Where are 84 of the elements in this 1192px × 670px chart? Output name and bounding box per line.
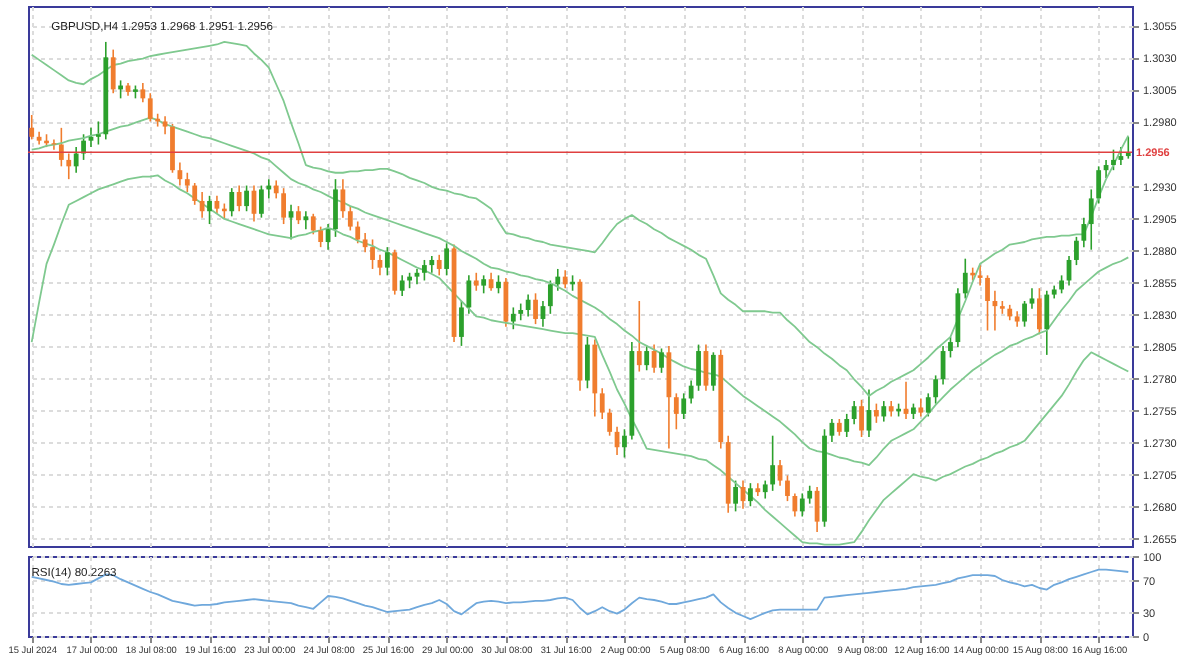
- candlestick: [659, 347, 664, 374]
- candlestick: [110, 48, 116, 95]
- candlestick: [236, 184, 242, 213]
- candlestick: [585, 336, 590, 390]
- candlestick: [73, 146, 79, 174]
- candlestick: [681, 392, 687, 420]
- candlestick: [533, 292, 538, 325]
- candlestick: [147, 92, 153, 123]
- candlestick: [925, 392, 931, 418]
- candlestick: [636, 300, 642, 373]
- candlestick: [340, 178, 346, 219]
- candlestick: [733, 479, 738, 513]
- candlestick: [873, 402, 879, 424]
- candlestick: [844, 413, 850, 438]
- candlestick: [229, 187, 235, 218]
- candlestick: [599, 387, 605, 420]
- candlestick: [985, 274, 990, 332]
- candlestick: [770, 434, 776, 492]
- candlestick: [459, 300, 464, 347]
- candlestick: [814, 486, 820, 533]
- candlestick: [66, 152, 72, 180]
- candlestick: [525, 293, 531, 318]
- candlestick: [673, 392, 679, 431]
- candlestick: [748, 482, 753, 508]
- candlestick: [607, 407, 613, 437]
- candlestick: [184, 171, 190, 193]
- candlestick: [710, 351, 716, 392]
- candlestick: [851, 400, 857, 425]
- candlestick: [1081, 216, 1087, 248]
- candlestick: [199, 191, 205, 219]
- candlestick: [444, 242, 450, 277]
- candlestick: [384, 246, 390, 277]
- candlestick: [281, 187, 287, 225]
- candlestick: [51, 138, 57, 151]
- candlestick: [244, 184, 249, 213]
- candlestick: [140, 82, 146, 103]
- candlestick: [1029, 287, 1035, 310]
- line-series: [30, 41, 1130, 397]
- candlestick: [392, 248, 398, 296]
- candlestick: [962, 257, 968, 300]
- candlestick: [688, 379, 694, 405]
- candlestick: [192, 182, 198, 206]
- candlestick: [170, 123, 175, 174]
- candlestick: [347, 205, 353, 232]
- candlestick: [785, 474, 790, 502]
- candlestick: [370, 238, 375, 270]
- candlestick: [466, 274, 472, 315]
- candlestick: [1074, 236, 1079, 266]
- candlestick: [310, 212, 316, 236]
- candlestick: [792, 492, 798, 518]
- candlestick: [881, 400, 887, 423]
- candlestick: [362, 232, 368, 254]
- line-series: [30, 174, 1130, 546]
- candlestick: [207, 195, 212, 225]
- candlestick: [436, 254, 442, 277]
- candlestick: [696, 343, 701, 392]
- candlestick: [95, 120, 101, 146]
- line-series: [30, 568, 1130, 621]
- candlestick: [1022, 300, 1027, 328]
- candlestick: [1111, 148, 1116, 171]
- candlestick: [977, 264, 983, 287]
- candlestick: [318, 225, 324, 248]
- candlestick: [288, 204, 294, 241]
- candlestick: [644, 345, 650, 372]
- candlestick: [933, 374, 939, 405]
- candlestick: [177, 161, 183, 187]
- candlestick: [399, 274, 405, 297]
- candlestick: [547, 279, 553, 315]
- candlestick: [303, 210, 309, 230]
- candlestick: [1044, 289, 1050, 356]
- candlestick: [333, 178, 338, 238]
- candlestick: [622, 428, 627, 459]
- candlestick: [799, 492, 805, 518]
- candlestick: [1036, 287, 1042, 336]
- candlestick: [510, 306, 516, 331]
- candlestick: [859, 398, 864, 438]
- candlestick: [422, 259, 427, 282]
- candlestick: [259, 184, 264, 219]
- candlestick: [29, 114, 35, 141]
- candlestick: [555, 268, 561, 292]
- candlestick: [355, 220, 361, 245]
- candlestick: [948, 336, 953, 359]
- candlestick: [1096, 165, 1102, 205]
- candlestick: [1088, 188, 1094, 251]
